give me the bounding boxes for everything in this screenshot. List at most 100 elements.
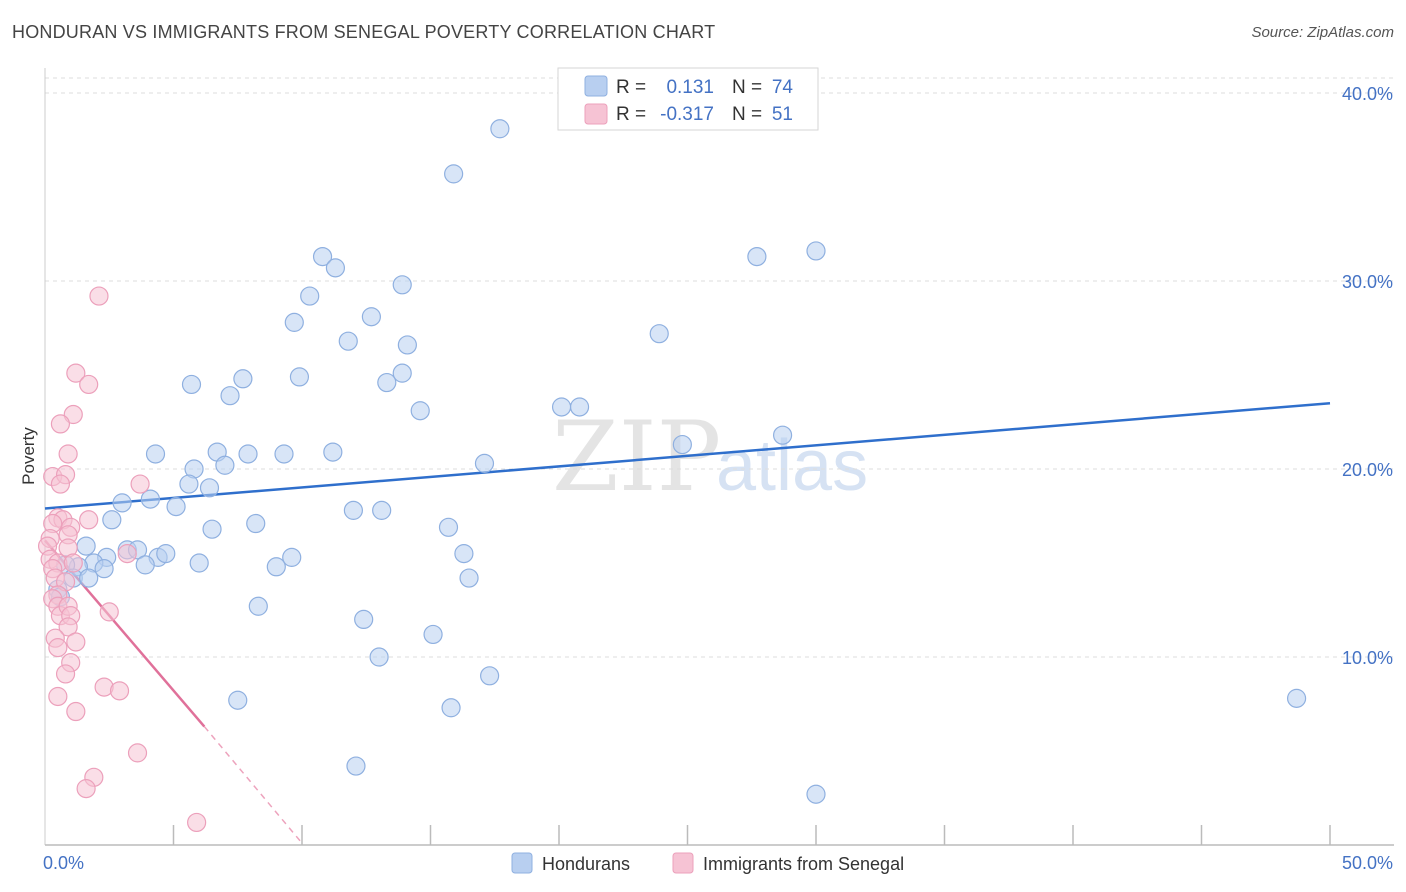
senegal-trend-extrapolation (203, 726, 303, 844)
honduran-point (228, 690, 248, 710)
honduran-point (441, 698, 461, 718)
senegal-point (187, 812, 207, 833)
honduran-point (438, 517, 459, 537)
honduran-point (233, 369, 253, 389)
axes (44, 68, 1394, 846)
senegal-point (58, 444, 78, 464)
watermark-atlas: atlas (716, 426, 868, 506)
senegal-point (79, 510, 99, 530)
honduran-point (361, 307, 381, 327)
honduran-point (94, 559, 114, 579)
honduran-point (392, 275, 412, 295)
honduran-point (343, 500, 363, 520)
honduran-point (372, 500, 392, 520)
honduran-point (747, 246, 767, 267)
honduran-point (274, 444, 294, 464)
honduran-point (266, 557, 286, 577)
senegal-point (48, 638, 68, 658)
x-tick-label-max: 50.0% (1342, 853, 1393, 873)
honduran-point (346, 756, 366, 776)
honduran-point (410, 401, 430, 421)
legend-n-label-1: N = (732, 77, 762, 98)
honduran-point (474, 453, 495, 473)
honduran-point (323, 442, 343, 462)
series-legend-label-hondurans: Hondurans (542, 854, 630, 874)
senegal-point (66, 701, 86, 722)
senegal-point (117, 544, 137, 564)
senegal-point (50, 474, 71, 494)
honduran-point (220, 386, 240, 406)
honduran-point (459, 568, 479, 588)
legend-swatch-hondurans (584, 75, 608, 97)
honduran-point (423, 624, 443, 645)
honduran-point (649, 324, 669, 344)
honduran-point (282, 547, 302, 567)
honduran-point (490, 119, 510, 139)
legend-swatch-senegal (584, 103, 608, 125)
honduran-point (248, 596, 268, 616)
senegal-point (66, 363, 86, 383)
chart-title: HONDURAN VS IMMIGRANTS FROM SENEGAL POVE… (12, 22, 716, 42)
honduran-point (79, 568, 99, 588)
honduran-point (179, 474, 199, 494)
y-tick-label: 20.0% (1342, 460, 1393, 480)
y-tick-label: 40.0% (1342, 84, 1393, 104)
legend-n-value-2: 51 (772, 104, 793, 125)
honduran-point (806, 784, 826, 804)
source-credit: Source: ZipAtlas.com (1251, 24, 1394, 41)
honduran-point (325, 258, 346, 278)
legend-r-value-2: -0.317 (660, 104, 714, 125)
honduran-point (238, 444, 258, 464)
honduran-point (392, 363, 412, 383)
x-tick-label-min: 0.0% (43, 853, 84, 873)
honduran-point (189, 553, 209, 573)
honduran-trend-line (44, 401, 1331, 510)
watermark-zip: ZIP (552, 401, 721, 513)
honduran-point (215, 455, 235, 475)
honduran-point (284, 312, 304, 332)
honduran-point (156, 544, 176, 564)
senegal-point (58, 617, 78, 637)
honduran-point (112, 493, 132, 513)
y-axis-label: Poverty (19, 427, 38, 485)
honduran-point (166, 497, 186, 517)
honduran-point (246, 513, 266, 534)
honduran-point (202, 519, 222, 539)
honduran-point (1286, 688, 1307, 708)
series-legend-swatch-senegal (672, 852, 694, 874)
honduran-point (199, 478, 220, 498)
honduran-point (569, 397, 590, 417)
legend-n-value-1: 74 (772, 77, 794, 98)
honduran-point (772, 425, 793, 445)
senegal-point (63, 553, 83, 573)
honduran-point (338, 331, 358, 351)
honduran-point (354, 609, 374, 630)
senegal-point (66, 632, 86, 652)
series-legend-swatch-hondurans (511, 852, 533, 874)
honduran-point (140, 489, 160, 509)
senegal-point (89, 286, 109, 306)
series-legend-label-senegal: Immigrants from Senegal (703, 854, 904, 874)
honduran-point (312, 246, 333, 267)
honduran-point (806, 241, 826, 261)
honduran-point (444, 164, 464, 184)
honduran-point (551, 397, 572, 417)
honduran-point (397, 335, 417, 355)
honduran-point (377, 372, 397, 393)
honduran-point (102, 510, 122, 530)
y-tick-label: 30.0% (1342, 272, 1393, 292)
senegal-point (63, 404, 83, 425)
honduran-point (454, 544, 474, 564)
senegal-point (76, 779, 96, 799)
honduran-point (135, 555, 155, 575)
honduran-point (289, 367, 310, 387)
senegal-point (99, 602, 119, 622)
correlation-legend: R = 0.131 N = 74 R = -0.317 N = 51 (557, 67, 819, 131)
legend-r-label-2: R = (616, 104, 646, 125)
honduran-point (181, 374, 202, 395)
legend-n-label-2: N = (732, 104, 762, 125)
senegal-point (79, 374, 99, 395)
y-tick-label: 10.0% (1342, 648, 1393, 668)
senegal-point (50, 414, 71, 434)
